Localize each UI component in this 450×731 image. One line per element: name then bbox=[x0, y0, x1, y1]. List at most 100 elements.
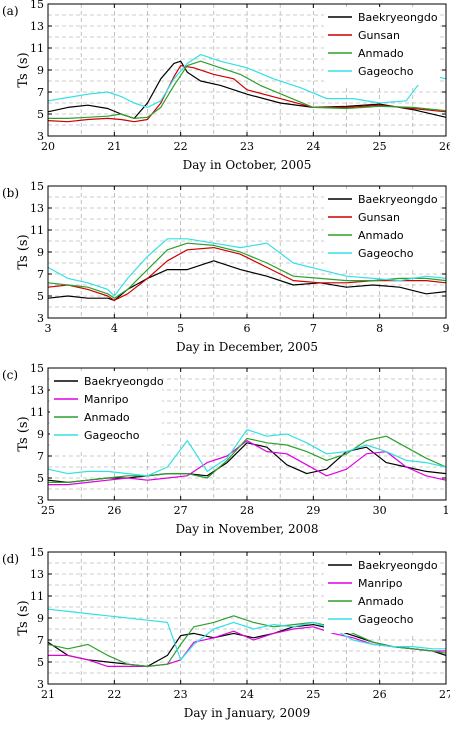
x-tick-label: 7 bbox=[310, 322, 317, 335]
y-tick-label: 13 bbox=[30, 568, 44, 581]
chart-panel-2: 3 5 7 9 11 13 15 3 4 5 6 7 8 9 Day in December, 2005 Ts… bbox=[2, 180, 450, 354]
y-tick-label: 9 bbox=[37, 246, 44, 259]
y-tick-label: 7 bbox=[37, 86, 44, 99]
y-axis-label: Ts (s) bbox=[16, 600, 31, 635]
x-tick-label: 27 bbox=[439, 688, 450, 701]
x-tick-label: 5 bbox=[177, 322, 184, 335]
x-tick-label: 27 bbox=[174, 504, 188, 517]
x-axis-label: Day in January, 2009 bbox=[184, 706, 310, 720]
x-axis-label: Day in December, 2005 bbox=[176, 340, 318, 354]
legend-box bbox=[324, 555, 440, 633]
panel-label: (b) bbox=[2, 186, 19, 200]
chart-panel-1: 3 5 7 9 11 13 15 20 21 22 23 24 25 26 Day in October, … bbox=[2, 0, 450, 172]
y-tick-label: 3 bbox=[37, 678, 44, 691]
x-tick-label: 8 bbox=[376, 322, 383, 335]
x-tick-label: 26 bbox=[107, 504, 121, 517]
x-tick-label: 24 bbox=[306, 140, 320, 153]
x-tick-label: 23 bbox=[174, 688, 188, 701]
legend-entry: Anmado bbox=[84, 411, 130, 424]
y-tick-label: 7 bbox=[37, 450, 44, 463]
legend-entry: Gageocho bbox=[84, 429, 140, 442]
legend-entry: Gageocho bbox=[358, 613, 414, 626]
x-tick-label: 23 bbox=[240, 140, 254, 153]
x-tick-label: 25 bbox=[41, 504, 55, 517]
y-tick-label: 15 bbox=[30, 0, 44, 11]
x-tick-label: 24 bbox=[240, 688, 254, 701]
legend-entry: Anmado bbox=[358, 47, 404, 60]
legend-entry: Baekryeongdo bbox=[358, 193, 438, 206]
series-line-gageocho bbox=[47, 53, 447, 109]
y-tick-label: 3 bbox=[37, 494, 44, 507]
legend-entry: Anmado bbox=[358, 595, 404, 608]
legend-entry: Gageocho bbox=[358, 65, 414, 78]
series-line-anmado bbox=[47, 615, 447, 668]
y-tick-label: 7 bbox=[37, 268, 44, 281]
series-line-gageocho bbox=[47, 238, 447, 297]
legend-box bbox=[324, 7, 440, 85]
y-tick-label: 3 bbox=[37, 130, 44, 143]
legend-entry: Baekryeongdo bbox=[358, 11, 438, 24]
y-tick-label: 13 bbox=[30, 384, 44, 397]
panel-label: (c) bbox=[2, 368, 18, 382]
y-tick-label: 11 bbox=[30, 406, 44, 419]
x-tick-label: 22 bbox=[174, 140, 188, 153]
series-line-gageocho bbox=[47, 429, 447, 477]
series-line-anmado bbox=[48, 435, 447, 483]
chart-panel-4: 3 5 7 9 11 13 15 21 22 23 24 25 26 27 Day in January, … bbox=[2, 546, 450, 720]
legend-entry: Manripo bbox=[84, 393, 129, 406]
series-line-baekryeongdo bbox=[47, 260, 447, 301]
panel-label: (d) bbox=[2, 552, 19, 566]
y-tick-label: 5 bbox=[37, 108, 44, 121]
x-tick-label: 21 bbox=[41, 688, 55, 701]
y-tick-label: 5 bbox=[37, 472, 44, 485]
legend-entry: Manripo bbox=[358, 577, 403, 590]
x-tick-label: 1 bbox=[443, 504, 450, 517]
series-line-baekryeongdo bbox=[47, 442, 447, 483]
y-tick-label: 9 bbox=[37, 64, 44, 77]
y-axis-label: Ts (s) bbox=[16, 234, 31, 269]
chart-panel-3: 3 5 7 9 11 13 15 25 26 27 28 29 30 1 Day in November, … bbox=[2, 362, 450, 536]
legend-entry: Gunsan bbox=[358, 29, 400, 42]
x-tick-label: 25 bbox=[306, 688, 320, 701]
y-tick-label: 11 bbox=[30, 224, 44, 237]
x-axis-label: Day in October, 2005 bbox=[183, 158, 312, 172]
legend-entry: Anmado bbox=[358, 229, 404, 242]
y-axis-label: Ts (s) bbox=[16, 52, 31, 87]
y-tick-label: 9 bbox=[37, 612, 44, 625]
x-tick-label: 22 bbox=[107, 688, 121, 701]
x-tick-label: 30 bbox=[373, 504, 387, 517]
y-tick-label: 15 bbox=[30, 546, 44, 559]
series-line-manripo bbox=[48, 440, 447, 486]
y-tick-label: 5 bbox=[37, 290, 44, 303]
y-tick-label: 3 bbox=[37, 312, 44, 325]
y-tick-label: 15 bbox=[30, 180, 44, 193]
legend-entry: Baekryeongdo bbox=[84, 375, 164, 388]
x-tick-label: 4 bbox=[111, 322, 118, 335]
panel-label: (a) bbox=[2, 4, 19, 18]
legend-box bbox=[50, 371, 162, 449]
series-line-gageocho bbox=[47, 608, 446, 661]
x-tick-label: 29 bbox=[306, 504, 320, 517]
x-tick-label: 20 bbox=[41, 140, 55, 153]
x-axis-label: Day in November, 2008 bbox=[175, 522, 318, 536]
x-tick-label: 6 bbox=[244, 322, 251, 335]
x-tick-label: 9 bbox=[443, 322, 450, 335]
legend-entry: Gunsan bbox=[358, 211, 400, 224]
legend-entry: Baekryeongdo bbox=[358, 559, 438, 572]
series-line-gunsan bbox=[47, 64, 447, 123]
legend-box bbox=[324, 189, 440, 267]
x-tick-label: 21 bbox=[107, 140, 121, 153]
y-tick-label: 13 bbox=[30, 202, 44, 215]
y-tick-label: 5 bbox=[37, 656, 44, 669]
y-tick-label: 11 bbox=[30, 42, 44, 55]
x-tick-label: 26 bbox=[439, 140, 450, 153]
x-tick-label: 26 bbox=[373, 688, 387, 701]
y-tick-label: 15 bbox=[30, 362, 44, 375]
y-tick-label: 9 bbox=[37, 428, 44, 441]
series-line-anmado bbox=[48, 60, 447, 120]
x-tick-label: 28 bbox=[240, 504, 254, 517]
y-tick-label: 7 bbox=[37, 634, 44, 647]
y-tick-label: 13 bbox=[30, 20, 44, 33]
legend-entry: Gageocho bbox=[358, 247, 414, 260]
